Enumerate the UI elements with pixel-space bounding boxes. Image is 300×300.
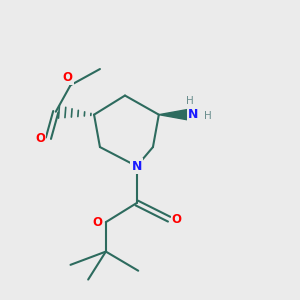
Text: N: N [188,108,198,121]
Text: N: N [132,160,142,173]
Text: O: O [93,216,103,229]
Text: O: O [35,132,45,145]
Text: O: O [63,71,73,84]
Text: H: H [186,96,194,106]
Polygon shape [159,110,188,120]
Text: H: H [203,111,211,121]
Text: O: O [172,213,182,226]
